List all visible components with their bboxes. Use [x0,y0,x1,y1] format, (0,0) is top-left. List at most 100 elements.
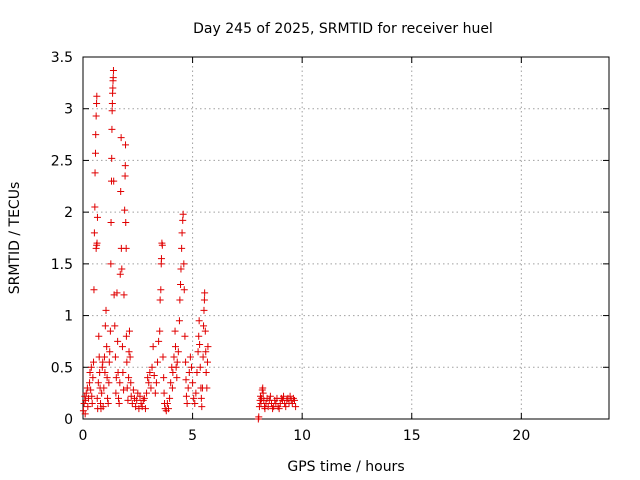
data-point [192,389,200,397]
data-point [177,281,185,289]
data-point [155,337,163,345]
data-point [104,399,112,407]
data-point [92,131,100,139]
data-point [108,100,116,108]
data-point [290,396,298,404]
y-axis-label: SRMTID / TECUs [7,182,23,295]
data-point [176,296,184,304]
data-point [108,154,116,162]
y-tick-label: 0 [64,412,73,428]
data-point [109,66,117,74]
data-point [191,399,199,407]
data-point [168,384,176,392]
data-point [177,265,185,273]
data-point [175,317,183,325]
data-point [120,291,128,299]
data-point [173,374,181,382]
data-point [157,286,165,294]
data-point [93,394,101,402]
data-point [87,363,95,371]
y-tick-label: 3 [64,102,73,118]
data-point [90,229,98,237]
x-tick-label: 20 [512,428,530,444]
data-point [178,229,186,237]
x-axis-label: GPS time / hours [287,459,404,475]
data-point [147,384,155,392]
data-point [292,403,300,411]
data-point [143,389,151,397]
data-point [199,353,207,361]
data-point [180,260,188,268]
data-point [201,289,209,297]
data-point [117,134,125,142]
data-point [181,332,189,340]
data-point [280,392,288,400]
data-point [186,353,194,361]
data-point [187,363,195,371]
data-point [108,107,116,115]
data-point [92,112,100,120]
data-point [282,403,290,411]
data-point [189,379,197,387]
data-point [136,392,144,400]
data-point [79,407,87,415]
data-point [156,296,164,304]
data-point [116,270,124,278]
data-point [125,327,133,335]
data-point [152,379,160,387]
x-tick-labels: 0 5 10 15 20 [79,428,531,444]
data-point [119,368,127,376]
data-point [80,399,88,407]
data-point [95,332,103,340]
plot-frame [82,56,610,420]
data-point [125,374,133,382]
data-point [118,265,126,273]
data-point [194,348,202,356]
data-point [107,218,115,226]
data-point [203,358,211,366]
data-point [114,337,122,345]
data-point [182,392,190,400]
data-point [140,394,148,402]
data-point [120,386,128,394]
data-point [190,394,198,402]
data-point [123,358,131,366]
data-point [105,358,113,366]
data-point [90,286,98,294]
data-point [159,353,167,361]
data-point [173,358,181,366]
data-point [198,403,206,411]
data-point [174,348,182,356]
data-point [179,216,187,224]
data-point [90,358,98,366]
data-point [112,389,120,397]
data-point [127,379,135,387]
data-point [154,358,162,366]
data-point [101,322,109,330]
data-point [129,386,137,394]
data-point [171,343,179,351]
data-point [98,389,106,397]
data-point [259,389,267,397]
data-point [172,363,180,371]
data-point [182,358,190,366]
data-point [106,348,114,356]
data-point [105,379,113,387]
data-point [103,374,111,382]
data-point [103,343,111,351]
data-point [149,343,157,351]
data-point [93,239,101,247]
data-point [116,379,124,387]
data-point [81,410,89,418]
data-point [163,399,171,407]
data-point [113,289,121,297]
data-point [184,384,192,392]
data-point [102,306,110,314]
data-point [82,389,90,397]
data-point [89,374,97,382]
data-point [166,394,174,402]
data-point [93,100,101,108]
data-point [123,384,131,392]
